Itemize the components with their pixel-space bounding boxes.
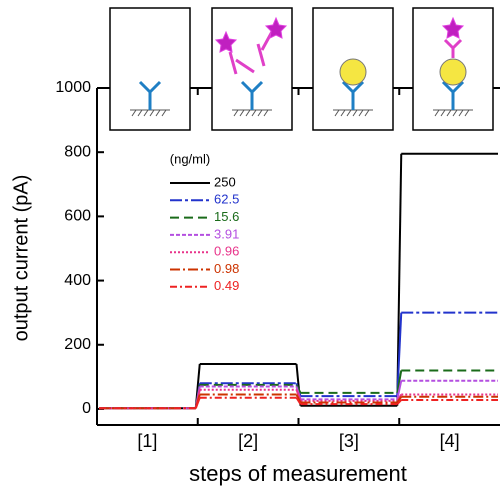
y-tick-label: 200 [64,336,91,353]
legend-label: 3.91 [214,226,239,241]
step-connector [396,380,403,400]
x-tick-label: [4] [440,431,460,451]
y-tick-label: 600 [64,208,91,225]
y-tick-label: 1000 [55,79,91,96]
x-tick-label: [1] [137,431,157,451]
y-tick-label: 800 [64,143,91,160]
legend-label: 15.6 [214,209,239,224]
plot-area: 0 200 400 600 800 1000 [1] [2] [3] [4] [55,79,500,451]
icon-step-2 [211,7,293,131]
y-axis-label: output current (pA) [10,175,32,342]
legend-label: 62.5 [214,192,239,207]
step-connector [194,397,201,409]
x-tick-label: [3] [339,431,359,451]
legend-label: 0.96 [214,244,239,259]
step-connector [295,384,302,394]
step-connector [396,312,403,397]
step-connector [295,397,302,405]
step-connector [396,399,402,405]
step-icons [109,7,494,131]
step-connector [396,370,403,394]
x-axis-label: steps of measurement [189,461,407,486]
step-connector [396,396,403,404]
legend-label: 0.98 [214,261,239,276]
legend-label: 250 [214,174,236,189]
x-tick-label: [2] [238,431,258,451]
y-tick-label: 400 [64,272,91,289]
icon-step-3 [312,7,394,131]
legend-title: (ng/ml) [170,151,210,166]
legend-label: 0.49 [214,278,239,293]
icon-step-1 [109,7,191,131]
y-tick-label: 0 [82,400,91,417]
icon-step-4 [412,7,494,131]
